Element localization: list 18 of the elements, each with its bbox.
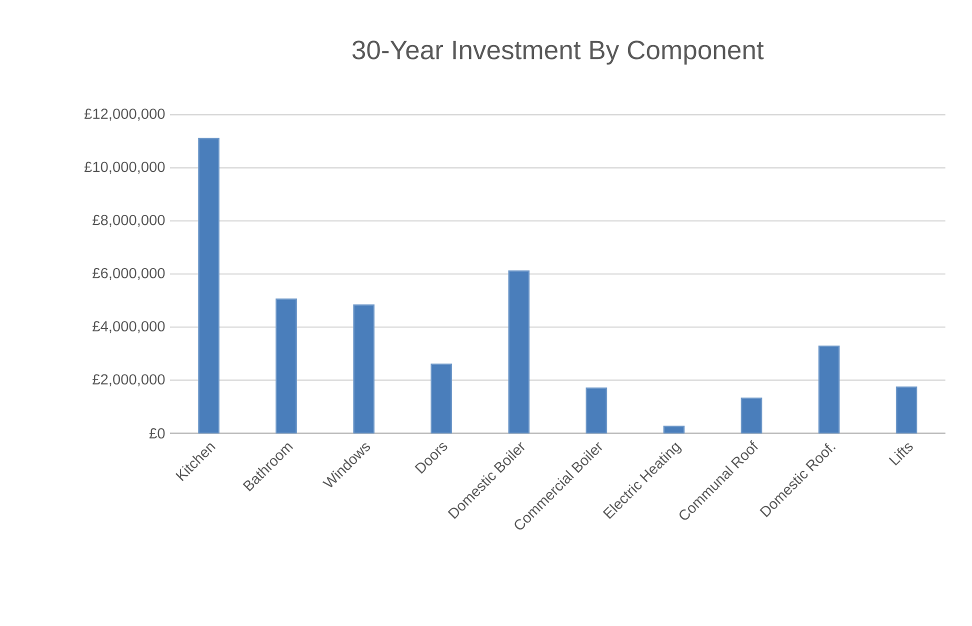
bar bbox=[896, 386, 918, 434]
y-tick-label: £2,000,000 bbox=[92, 374, 165, 386]
y-tick-label: £12,000,000 bbox=[84, 108, 165, 121]
y-tick-label: £6,000,000 bbox=[92, 268, 165, 280]
x-tick-label: Lifts bbox=[888, 443, 913, 466]
bar bbox=[740, 398, 762, 434]
bar bbox=[276, 298, 297, 434]
bar bbox=[586, 388, 608, 434]
y-tick-label: £0 bbox=[149, 428, 165, 439]
bar bbox=[818, 346, 840, 434]
y-tick-label: £4,000,000 bbox=[92, 321, 165, 334]
y-tick-label: £10,000,000 bbox=[84, 162, 165, 174]
bar bbox=[353, 304, 375, 434]
y-tick-label: £8,000,000 bbox=[92, 214, 165, 227]
bar bbox=[508, 270, 530, 434]
bar bbox=[198, 138, 220, 434]
chart-title: 30-Year Investment By Component bbox=[352, 40, 764, 65]
bar bbox=[430, 364, 452, 434]
